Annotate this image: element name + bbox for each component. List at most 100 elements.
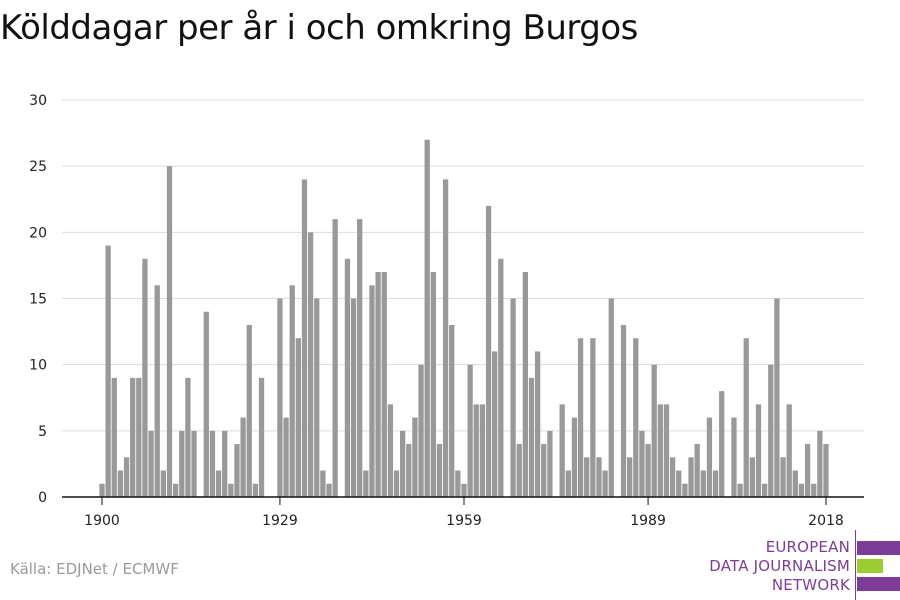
axes: 0 5 10 15 20 25 30 1900 1929 1959 1989 2018	[29, 93, 864, 529]
bar-1918	[209, 430, 216, 497]
bar-1960	[467, 364, 473, 497]
bar-1926	[258, 377, 265, 497]
bar-2001	[719, 391, 725, 497]
bar-1944	[369, 285, 375, 497]
bar-1913	[179, 430, 185, 497]
logo-line-network: NETWORK	[771, 576, 850, 594]
bar-1946	[381, 272, 387, 497]
bar-1933	[301, 179, 308, 497]
x-tick-label: 1929	[262, 513, 298, 529]
bar-1959	[461, 483, 467, 497]
bar-1982	[602, 470, 608, 497]
bar-1995	[682, 483, 688, 497]
bar-1934	[307, 232, 314, 498]
bar-1905	[130, 377, 136, 497]
bar-1971	[534, 351, 541, 497]
bar-1953	[424, 139, 430, 497]
y-tick-label: 30	[29, 93, 47, 109]
bar-1900	[99, 483, 105, 497]
bar-2017	[817, 430, 823, 497]
bar-2011	[780, 457, 786, 497]
y-tick-label: 5	[38, 424, 47, 440]
x-tick-label: 1959	[446, 513, 482, 529]
bar-1957	[449, 324, 455, 497]
bar-2006	[749, 457, 756, 497]
bar-1951	[412, 417, 418, 497]
bar-1967	[510, 298, 516, 497]
bar-2012	[786, 404, 792, 497]
y-tick-label: 25	[29, 159, 47, 175]
bar-1932	[295, 338, 301, 497]
bar-1921	[228, 483, 234, 497]
bar-1987	[633, 338, 639, 497]
bar-1992	[663, 404, 670, 497]
bar-1903	[117, 470, 124, 497]
bar-1924	[246, 324, 252, 497]
bar-1989	[645, 444, 651, 497]
bar-1943	[363, 470, 369, 497]
bars	[99, 139, 829, 498]
bar-1914	[185, 377, 191, 497]
bar-2003	[731, 417, 737, 497]
bar-1949	[400, 430, 406, 497]
bar-1972	[541, 444, 547, 497]
bar-1964	[492, 351, 498, 497]
bar-1902	[111, 377, 117, 497]
bar-1906	[136, 377, 142, 497]
logo-divider	[855, 530, 856, 600]
bar-1936	[320, 470, 326, 497]
bar-1983	[608, 298, 614, 497]
x-tick-label: 1989	[630, 513, 666, 529]
bar-1952	[418, 364, 424, 497]
bar-1911	[166, 166, 173, 497]
bar-1969	[522, 272, 528, 497]
bar-1908	[148, 430, 154, 497]
logo-purple-bar-bottom	[857, 577, 900, 591]
bar-1956	[442, 179, 449, 497]
x-tick-label: 2018	[808, 513, 844, 529]
source-note: Källa: EDJNet / ECMWF	[10, 560, 179, 578]
bar-1930	[283, 417, 289, 497]
bar-1975	[559, 404, 565, 497]
bar-1915	[191, 430, 197, 497]
x-tick-label: 1900	[84, 513, 120, 529]
bar-1947	[387, 404, 394, 497]
bar-1920	[222, 430, 228, 497]
bar-1993	[669, 457, 676, 497]
bar-2008	[762, 483, 768, 497]
bar-2007	[755, 404, 762, 497]
bar-2004	[737, 483, 743, 497]
bar-1976	[565, 470, 571, 497]
bar-1978	[577, 338, 584, 497]
bar-2014	[798, 483, 805, 497]
bar-1931	[289, 285, 295, 497]
logo-green-bar	[857, 559, 883, 573]
logo-line-european: EUROPEAN	[765, 538, 850, 556]
bar-2016	[811, 483, 817, 497]
bar-2000	[712, 470, 719, 497]
bar-1994	[676, 470, 682, 497]
bar-1990	[651, 364, 657, 497]
bar-1935	[314, 298, 320, 497]
bar-1963	[485, 205, 492, 497]
y-tick-label: 0	[38, 490, 47, 506]
bar-2005	[743, 338, 749, 497]
bar-1965	[498, 258, 504, 497]
bar-1919	[215, 470, 222, 497]
bar-2009	[768, 364, 774, 497]
bar-1979	[584, 457, 590, 497]
bar-1917	[203, 311, 209, 497]
bar-1985	[620, 324, 627, 497]
bar-1991	[657, 404, 663, 497]
bar-1980	[590, 338, 596, 497]
bar-1981	[596, 457, 602, 497]
bar-2015	[804, 444, 811, 497]
bar-1955	[436, 444, 443, 497]
bar-1999	[706, 417, 713, 497]
bar-1909	[154, 285, 160, 497]
y-tick-label: 20	[29, 225, 47, 241]
bar-1950	[406, 444, 412, 497]
bar-1940	[344, 258, 351, 497]
edjnet-logo: EUROPEAN DATA JOURNALISM NETWORK	[640, 530, 900, 600]
bar-1907	[142, 258, 148, 497]
